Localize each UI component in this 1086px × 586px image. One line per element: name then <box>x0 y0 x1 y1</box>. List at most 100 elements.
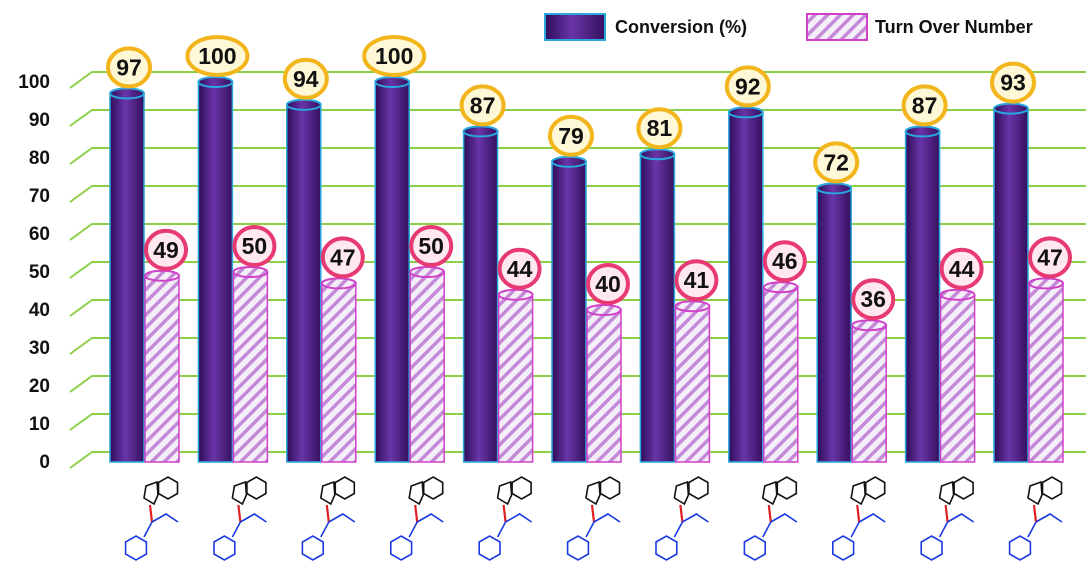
conversion-bar-cap <box>285 98 322 111</box>
y-tick-label: 20 <box>29 376 50 397</box>
y-tick-label: 30 <box>29 338 50 359</box>
conversion-bar-cap <box>462 125 499 138</box>
conversion-bar-body <box>374 81 410 463</box>
conversion-label-ring <box>724 65 771 108</box>
ton-value: 50 <box>418 233 444 259</box>
ton-bar-cap <box>232 266 269 278</box>
conversion-bar <box>462 125 499 463</box>
ton-bar-cap <box>674 300 711 313</box>
conversion-value: 100 <box>375 43 413 69</box>
structure-drawing <box>920 476 975 561</box>
ton-label-ring <box>939 247 984 290</box>
legend-label-ton: Turn Over Number <box>875 17 1033 37</box>
conversion-label-ring <box>362 35 427 77</box>
ton-bar <box>409 266 446 463</box>
ton-label-ring <box>762 240 807 283</box>
y-axis-ticks: 0 10 20 30 40 50 60 70 80 90 100 <box>18 72 50 473</box>
y-tick-label: 0 <box>39 452 50 473</box>
ton-value: 40 <box>595 271 621 297</box>
conversion-bar <box>374 76 411 463</box>
structure-drawing <box>213 476 267 561</box>
conversion-label-ring <box>901 84 948 127</box>
ton-bar-body <box>1028 282 1064 463</box>
ton-bar-body <box>497 294 534 463</box>
conversion-bar-body <box>462 130 499 463</box>
ton-bar-cap <box>939 288 976 301</box>
y-tick-label: 10 <box>29 414 50 435</box>
ton-bar-body <box>409 271 445 463</box>
structure-drawing <box>124 476 179 561</box>
ton-bar <box>232 266 269 463</box>
conversion-label-ring <box>106 46 152 89</box>
conversion-data-label: 79 <box>548 114 594 157</box>
conversion-value: 92 <box>735 73 761 99</box>
ton-bar <box>497 288 534 463</box>
ton-bar-cap <box>851 319 888 332</box>
ton-data-label: 40 <box>586 263 630 305</box>
ton-label-ring <box>320 236 365 279</box>
y-tick-label: 100 <box>18 72 50 93</box>
legend-label-conversion: Conversion (%) <box>615 17 747 37</box>
ton-bar-body <box>763 286 799 463</box>
conversion-value: 87 <box>470 92 496 118</box>
conversion-label-ring <box>185 35 250 77</box>
ton-label-ring <box>586 263 630 305</box>
ton-data-label: 50 <box>232 225 277 267</box>
structure-drawing <box>1008 476 1063 561</box>
conversion-bar <box>551 155 587 463</box>
conversion-data-label: 100 <box>362 35 427 77</box>
structure-drawing <box>566 476 621 561</box>
conversion-data-label: 87 <box>901 84 948 127</box>
ton-data-label: 44 <box>939 247 984 290</box>
conversion-data-label: 87 <box>459 84 506 127</box>
conversion-label-ring <box>813 141 860 184</box>
conversion-bar <box>904 125 941 463</box>
ton-bar-cap <box>320 277 357 290</box>
ton-bar <box>851 319 888 463</box>
conversion-data-label: 81 <box>636 107 683 150</box>
ton-bar-body <box>321 282 357 463</box>
ton-data-label: 50 <box>409 225 454 267</box>
ton-bar-body <box>674 305 711 463</box>
ton-bar-cap <box>409 266 446 278</box>
ton-bar <box>1028 277 1064 463</box>
ton-bar-cap <box>1028 277 1064 290</box>
conversion-bar <box>285 98 322 463</box>
legend-item-ton: Turn Over Number <box>806 13 1033 41</box>
ton-label-ring <box>497 247 542 290</box>
conversion-bar-body <box>197 81 234 463</box>
conversion-data-label: 94 <box>282 57 329 100</box>
ton-value: 44 <box>949 256 975 282</box>
ton-label-ring <box>144 228 188 271</box>
ton-value: 41 <box>684 267 710 293</box>
conversion-bar-body <box>109 92 145 463</box>
conversion-bar-cap <box>727 106 764 119</box>
conversion-value: 94 <box>293 66 319 92</box>
legend: Conversion (%) Turn Over Number <box>544 13 1033 41</box>
ton-value: 49 <box>153 237 179 263</box>
ton-bar-body <box>939 294 976 463</box>
legend-swatch-conversion <box>544 13 606 41</box>
conversion-data-label: 93 <box>990 61 1036 104</box>
bars <box>109 76 1064 463</box>
conversion-label-ring <box>548 114 594 157</box>
structure-drawing <box>478 476 533 561</box>
y-tick-label: 90 <box>29 110 50 131</box>
ton-data-label: 46 <box>762 240 807 283</box>
ton-data-label: 41 <box>674 259 719 302</box>
conversion-bar-body <box>639 153 676 463</box>
legend-item-conversion: Conversion (%) <box>544 13 747 41</box>
conversion-data-label: 100 <box>185 35 250 77</box>
conversion-bar-cap <box>904 125 941 138</box>
ton-value: 47 <box>1037 244 1063 270</box>
conversion-label-ring <box>990 61 1036 104</box>
y-tick-label: 60 <box>29 224 50 245</box>
ton-value: 36 <box>860 286 886 312</box>
ton-bar <box>939 288 976 463</box>
y-tick-label: 70 <box>29 186 50 207</box>
conversion-value: 81 <box>647 115 673 141</box>
ton-data-label: 44 <box>497 247 542 290</box>
ton-data-label: 47 <box>320 236 365 279</box>
conversion-value: 97 <box>116 54 142 80</box>
conversion-bar <box>816 182 853 463</box>
